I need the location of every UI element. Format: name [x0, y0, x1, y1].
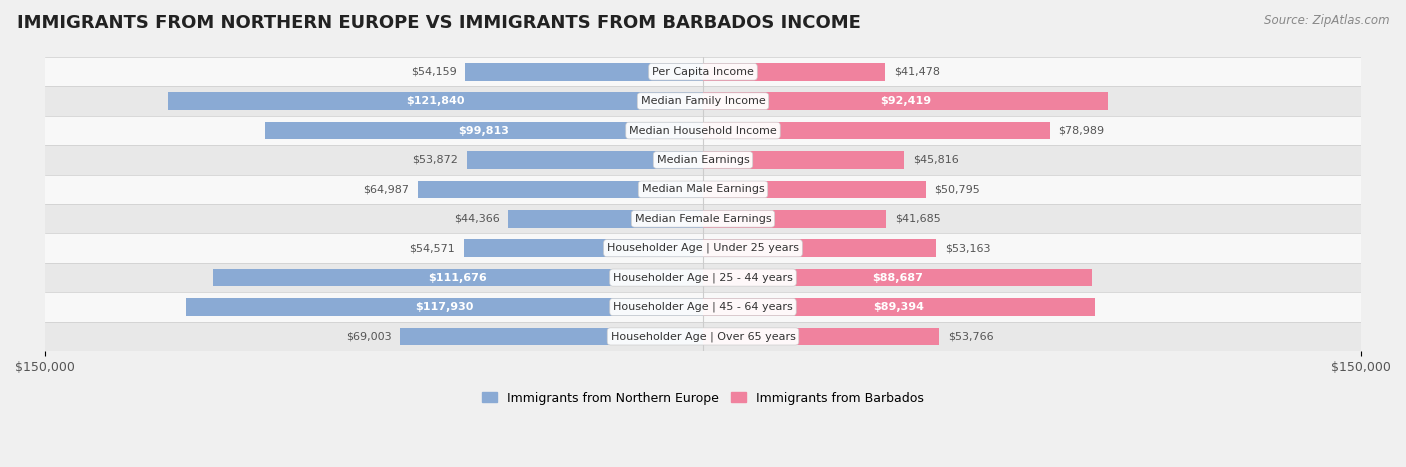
- Text: Source: ZipAtlas.com: Source: ZipAtlas.com: [1264, 14, 1389, 27]
- Bar: [45, 86, 1361, 116]
- Text: $41,478: $41,478: [894, 67, 939, 77]
- Legend: Immigrants from Northern Europe, Immigrants from Barbados: Immigrants from Northern Europe, Immigra…: [477, 387, 929, 410]
- Text: IMMIGRANTS FROM NORTHERN EUROPE VS IMMIGRANTS FROM BARBADOS INCOME: IMMIGRANTS FROM NORTHERN EUROPE VS IMMIG…: [17, 14, 860, 32]
- Bar: [703, 92, 1108, 110]
- Text: Householder Age | Over 65 years: Householder Age | Over 65 years: [610, 331, 796, 342]
- Text: $92,419: $92,419: [880, 96, 931, 106]
- Text: $53,766: $53,766: [948, 332, 993, 341]
- Bar: [45, 116, 1361, 145]
- Bar: [45, 292, 1361, 322]
- Text: $99,813: $99,813: [458, 126, 509, 135]
- Text: $89,394: $89,394: [873, 302, 925, 312]
- Bar: [703, 151, 904, 169]
- Text: $121,840: $121,840: [406, 96, 465, 106]
- Bar: [169, 92, 703, 110]
- Bar: [45, 322, 1361, 351]
- Bar: [45, 145, 1361, 175]
- Bar: [509, 210, 703, 227]
- Bar: [464, 240, 703, 257]
- Bar: [703, 269, 1092, 286]
- Bar: [703, 240, 936, 257]
- Text: Median Male Earnings: Median Male Earnings: [641, 184, 765, 194]
- Bar: [467, 151, 703, 169]
- Bar: [703, 181, 925, 198]
- Text: $54,159: $54,159: [411, 67, 457, 77]
- Text: Median Household Income: Median Household Income: [628, 126, 778, 135]
- Text: $78,989: $78,989: [1059, 126, 1105, 135]
- Bar: [214, 269, 703, 286]
- Text: $69,003: $69,003: [346, 332, 391, 341]
- Text: Householder Age | 25 - 44 years: Householder Age | 25 - 44 years: [613, 272, 793, 283]
- Bar: [45, 263, 1361, 292]
- Bar: [703, 298, 1095, 316]
- Bar: [45, 204, 1361, 234]
- Text: Householder Age | Under 25 years: Householder Age | Under 25 years: [607, 243, 799, 254]
- Text: $117,930: $117,930: [415, 302, 474, 312]
- Bar: [266, 122, 703, 139]
- Bar: [703, 327, 939, 345]
- Bar: [186, 298, 703, 316]
- Bar: [45, 234, 1361, 263]
- Text: $88,687: $88,687: [872, 273, 922, 283]
- Bar: [703, 122, 1049, 139]
- Text: $54,571: $54,571: [409, 243, 454, 253]
- Bar: [703, 210, 886, 227]
- Text: $64,987: $64,987: [363, 184, 409, 194]
- Text: $111,676: $111,676: [429, 273, 488, 283]
- Bar: [703, 63, 884, 80]
- Bar: [401, 327, 703, 345]
- Text: Median Female Earnings: Median Female Earnings: [634, 214, 772, 224]
- Text: $44,366: $44,366: [454, 214, 499, 224]
- Bar: [418, 181, 703, 198]
- Bar: [45, 57, 1361, 86]
- Text: $53,163: $53,163: [945, 243, 990, 253]
- Bar: [465, 63, 703, 80]
- Text: Median Earnings: Median Earnings: [657, 155, 749, 165]
- Text: $45,816: $45,816: [912, 155, 959, 165]
- Text: $50,795: $50,795: [935, 184, 980, 194]
- Text: Per Capita Income: Per Capita Income: [652, 67, 754, 77]
- Text: Median Family Income: Median Family Income: [641, 96, 765, 106]
- Bar: [45, 175, 1361, 204]
- Text: Householder Age | 45 - 64 years: Householder Age | 45 - 64 years: [613, 302, 793, 312]
- Text: $41,685: $41,685: [894, 214, 941, 224]
- Text: $53,872: $53,872: [412, 155, 458, 165]
